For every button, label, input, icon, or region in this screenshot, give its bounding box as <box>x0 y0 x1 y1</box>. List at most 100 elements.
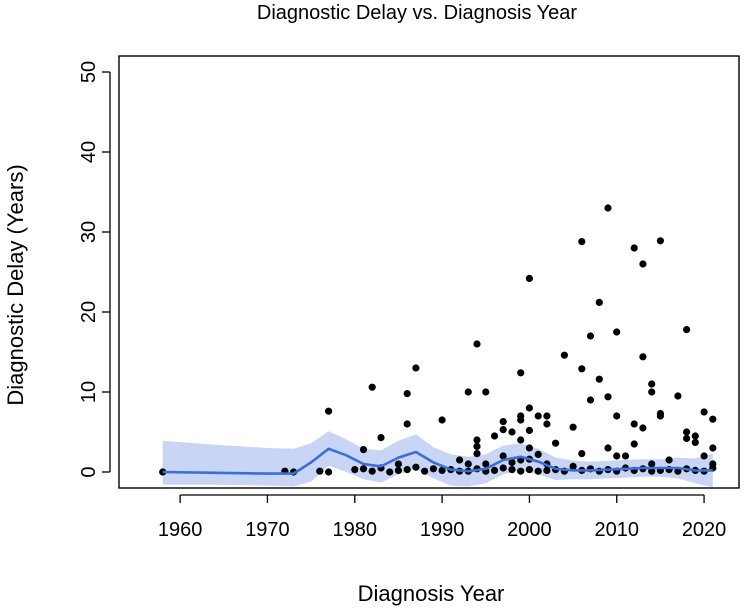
chart-title: Diagnostic Delay vs. Diagnosis Year <box>257 2 578 24</box>
data-point <box>691 438 699 446</box>
x-axis: 1960 1970 1980 1990 2000 2010 2020 <box>158 494 727 541</box>
data-point <box>473 450 481 458</box>
data-point <box>595 298 603 306</box>
data-point <box>368 383 376 391</box>
y-tick-label: 20 <box>78 301 100 323</box>
data-point <box>543 412 551 420</box>
data-point <box>543 466 551 474</box>
data-point <box>438 416 446 424</box>
y-tick-label: 40 <box>78 141 100 163</box>
data-point <box>534 412 542 420</box>
data-point <box>656 412 665 420</box>
data-point <box>586 332 595 340</box>
data-point <box>517 436 525 444</box>
data-point <box>709 415 717 423</box>
data-point <box>316 467 324 475</box>
x-tick-label: 1980 <box>333 519 378 541</box>
scatter-points-layer <box>159 204 717 476</box>
data-point <box>482 388 490 396</box>
confidence-band-layer <box>162 431 713 488</box>
data-point <box>525 444 534 452</box>
data-point <box>709 444 717 452</box>
smooth-line-layer <box>162 447 713 475</box>
data-point <box>394 466 402 474</box>
data-point <box>482 460 490 468</box>
data-point <box>499 426 507 434</box>
data-point <box>377 434 385 442</box>
data-point <box>665 456 673 464</box>
x-tick-label: 2010 <box>594 519 639 541</box>
data-point <box>604 444 612 452</box>
y-axis-label: Diagnostic Delay (Years) <box>3 164 28 405</box>
data-point <box>456 456 464 464</box>
x-tick-label: 1960 <box>158 519 203 541</box>
data-point <box>421 467 429 475</box>
data-point <box>621 452 630 460</box>
data-point <box>517 416 525 424</box>
data-point <box>691 432 699 440</box>
data-point <box>534 467 542 475</box>
data-point <box>586 396 595 404</box>
plot-frame <box>118 55 740 489</box>
data-point <box>403 390 411 398</box>
data-point <box>508 458 516 466</box>
data-point <box>674 392 682 400</box>
confidence-band <box>162 431 713 488</box>
data-point <box>578 238 586 246</box>
data-point <box>543 420 551 428</box>
data-point <box>412 463 420 471</box>
data-point <box>325 407 333 415</box>
x-tick-label: 1990 <box>420 519 465 541</box>
data-point <box>403 466 411 474</box>
data-point <box>499 452 507 460</box>
data-point <box>604 393 612 401</box>
data-point <box>683 428 691 436</box>
data-point <box>569 423 577 431</box>
data-point <box>386 468 394 476</box>
x-tick-label: 2000 <box>507 519 552 541</box>
data-point <box>595 375 603 383</box>
y-axis: 0 10 20 30 40 50 <box>78 61 111 478</box>
data-point <box>517 369 525 377</box>
x-axis-label: Diagnosis Year <box>358 581 505 606</box>
data-point <box>429 465 437 473</box>
data-point <box>700 408 708 416</box>
x-tick-label: 2020 <box>682 519 727 541</box>
data-point <box>525 426 534 434</box>
data-point <box>604 204 612 212</box>
data-point <box>630 420 638 428</box>
data-point <box>438 466 446 474</box>
data-point <box>368 467 376 475</box>
data-point <box>403 420 411 428</box>
data-point <box>613 328 621 336</box>
data-point <box>656 237 665 245</box>
data-point <box>359 446 368 454</box>
data-point <box>473 442 481 450</box>
data-point <box>490 432 499 440</box>
data-point <box>325 468 333 476</box>
data-point <box>613 452 621 460</box>
data-point <box>639 424 647 432</box>
y-tick-label: 30 <box>78 221 100 243</box>
y-tick-label: 10 <box>78 381 100 403</box>
smooth-line <box>162 447 713 475</box>
data-point <box>508 428 516 436</box>
data-point <box>359 465 368 473</box>
data-point <box>648 380 656 388</box>
data-point <box>578 450 586 458</box>
data-point <box>473 436 481 444</box>
data-point <box>630 244 638 252</box>
data-point <box>648 388 656 396</box>
x-tick-label: 1970 <box>245 519 290 541</box>
data-point <box>525 404 534 412</box>
data-point <box>639 353 647 361</box>
data-point <box>490 466 499 474</box>
data-point <box>683 434 691 442</box>
data-point <box>534 450 542 458</box>
data-point <box>648 460 656 468</box>
data-point <box>508 466 516 474</box>
data-point <box>499 418 507 426</box>
data-point <box>525 466 534 474</box>
data-point <box>499 464 507 472</box>
